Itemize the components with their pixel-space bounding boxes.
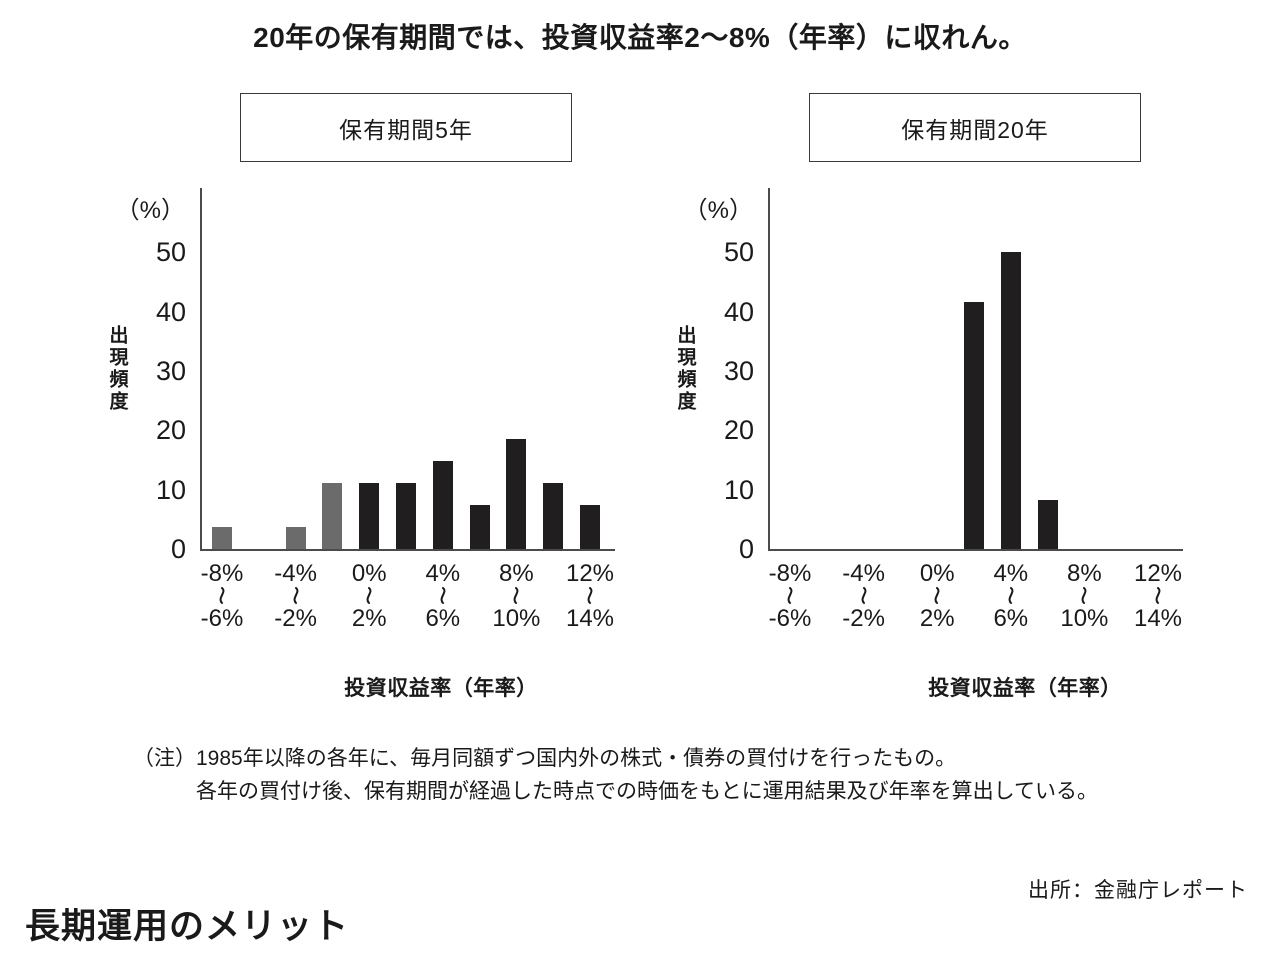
y-tick-label: 50 [155,237,186,268]
y-tick-label: 10 [723,474,754,505]
x-tick-label: 8% 10% [1060,560,1109,632]
bar [964,301,984,549]
source-credit: 出所：金融庁レポート [1028,879,1248,902]
x-tick-label: -8% -6% [200,560,244,632]
y-tick-label: 40 [155,296,186,327]
period-label-5y-text: 保有期間5年 [339,116,473,143]
x-tick-label: -8% -6% [768,560,812,632]
range-tilde-icon [440,587,446,604]
range-tilde-icon [587,587,593,604]
bar [1037,499,1058,549]
range-tilde-icon [293,587,298,604]
y-axis-title: 出現頻度 [674,324,696,413]
y-tick-label: 40 [723,296,754,327]
bar [322,483,343,549]
x-tick-label: 4% 6% [993,560,1029,632]
range-tilde-icon [787,587,793,604]
footnote: （注） 1985年以降の各年に、毎月同額ずつ国内外の株式・債券の買付けを行ったも… [133,742,1098,808]
bottom-caption: 長期運用のメリット [25,907,350,946]
x-tick-label: -4% -2% [842,560,885,632]
bar [580,505,600,549]
x-tick-label: 12% 14% [565,560,615,632]
range-tilde-icon [1155,587,1161,604]
range-tilde-icon [219,587,225,604]
y-tick-label: 0 [738,534,754,564]
range-tilde-icon [513,587,519,604]
x-axis-title: 投資収益率（年率） [344,677,538,700]
range-tilde-icon [366,587,372,604]
bar [1000,252,1021,549]
y-tick-label: 0 [170,534,186,564]
x-axis-title: 投資収益率（年率） [928,677,1122,700]
y-axis-unit-label: （%） [115,197,185,224]
y-tick-label: 30 [723,355,754,386]
period-label-20y: 保有期間20年 [809,93,1141,162]
y-tick-label: 50 [723,237,754,268]
bar [432,461,453,549]
y-tick-label: 30 [155,355,186,386]
bar [359,483,380,549]
period-label-5y: 保有期間5年 [240,93,572,162]
bar [506,439,527,549]
x-tick-label: 0% 2% [351,560,387,632]
footnote-line-2: 各年の買付け後、保有期間が経過した時点での時価をもとに運用結果及び年率を算出して… [196,780,1098,803]
bar [469,505,490,549]
footnote-line-1: 1985年以降の各年に、毎月同額ずつ国内外の株式・債券の買付けを行ったもの。 [196,747,957,770]
plot-area [768,188,1183,551]
bar [285,527,306,549]
y-axis-title: 出現頻度 [106,324,128,413]
figure-title: 20年の保有期間では、投資収益率2～8%（年率）に収れん。 [253,22,1027,53]
x-tick-label: 4% 6% [425,560,461,632]
period-label-20y-text: 保有期間20年 [901,116,1049,143]
y-tick-label: 20 [723,415,754,446]
x-tick-label: -4% -2% [274,560,317,632]
bar [212,527,232,549]
footnote-label: （注） [133,747,196,770]
y-tick-label: 10 [155,474,186,505]
plot-area [200,188,615,551]
y-axis-unit-label: （%） [683,197,753,224]
bar [543,483,564,549]
x-tick-label: 8% 10% [492,560,541,632]
x-tick-label: 0% 2% [919,560,955,632]
range-tilde-icon [934,587,940,604]
range-tilde-icon [1081,587,1087,604]
y-tick-label: 20 [155,415,186,446]
range-tilde-icon [1008,587,1014,604]
bar [396,483,416,549]
range-tilde-icon [861,587,866,604]
x-tick-label: 12% 14% [1133,560,1183,632]
